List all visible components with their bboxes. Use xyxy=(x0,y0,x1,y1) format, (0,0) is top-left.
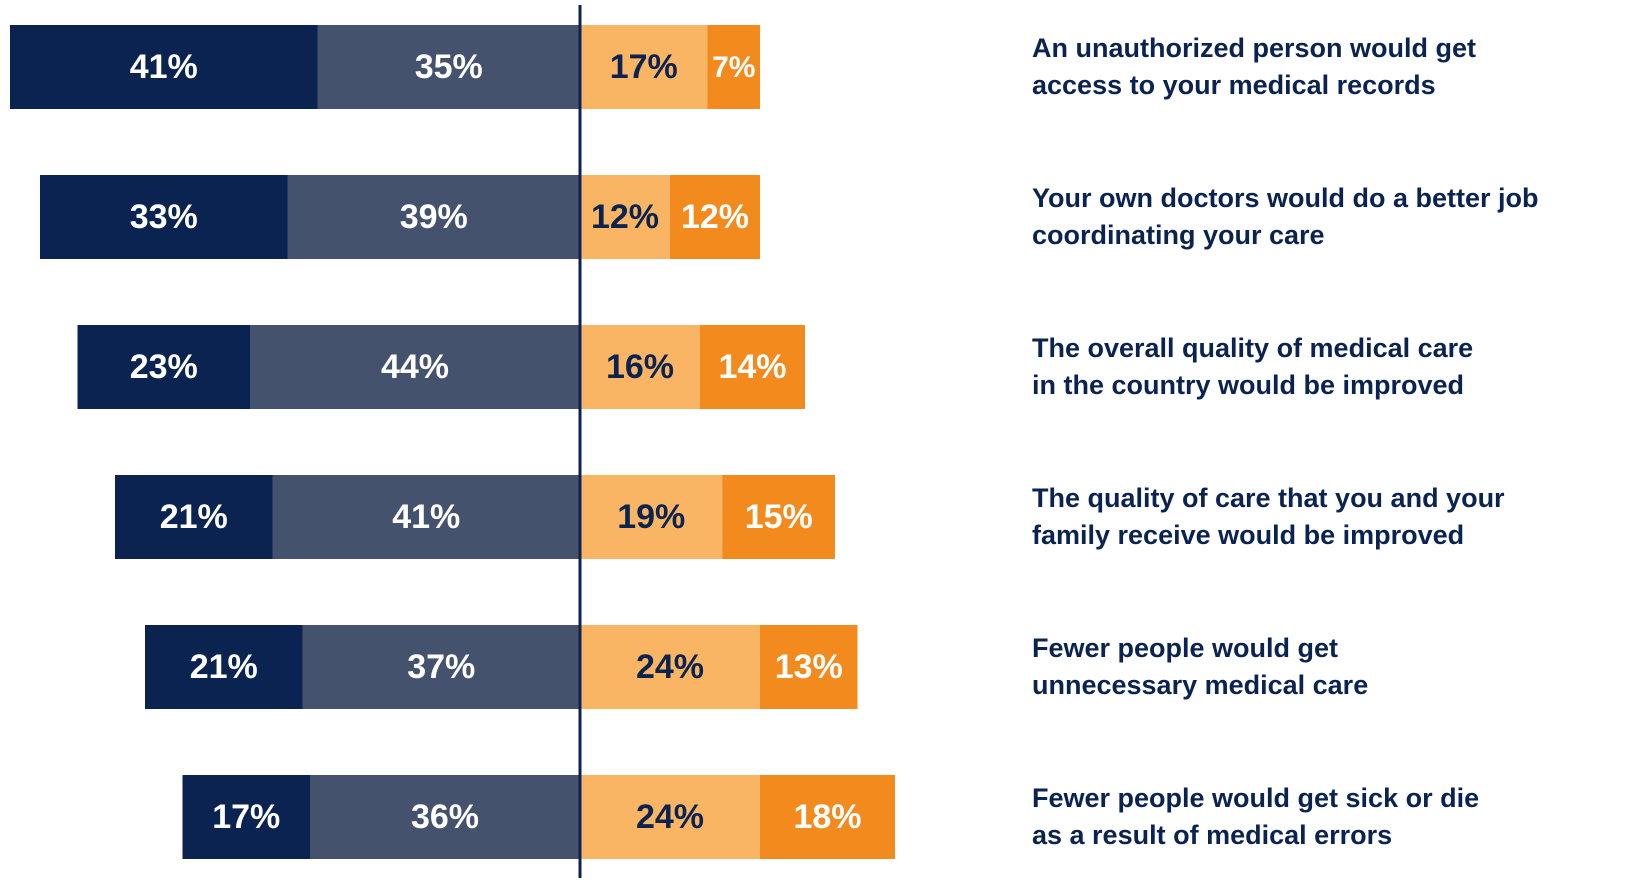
value-label: 7% xyxy=(712,51,755,84)
bar-segment xyxy=(40,175,288,259)
bar-segment xyxy=(115,475,273,559)
value-label: 17% xyxy=(610,48,678,86)
value-label: 39% xyxy=(400,198,468,236)
bar-segment xyxy=(580,25,708,109)
value-label: 17% xyxy=(212,798,280,836)
category-label: Fewer people would get unnecessary medic… xyxy=(1032,633,1369,700)
value-label: 23% xyxy=(130,348,198,386)
bar-segment xyxy=(580,175,670,259)
bar-segment xyxy=(302,625,580,709)
category-label: An unauthorized person would get access … xyxy=(1032,33,1476,100)
value-label: 12% xyxy=(591,198,659,236)
bar-segment xyxy=(670,175,760,259)
value-label: 36% xyxy=(411,798,479,836)
value-label: 24% xyxy=(636,798,704,836)
value-label: 44% xyxy=(381,348,449,386)
bar-segment xyxy=(580,325,700,409)
value-label: 12% xyxy=(681,198,749,236)
bar-segment xyxy=(580,475,723,559)
category-label: The overall quality of medical care in t… xyxy=(1032,333,1474,400)
bar-segment xyxy=(760,775,895,859)
value-label: 15% xyxy=(745,498,813,536)
bar-segment xyxy=(182,775,310,859)
bar-segment xyxy=(10,25,318,109)
category-label: Your own doctors would do a better job c… xyxy=(1032,183,1539,250)
bar-segment xyxy=(287,175,580,259)
value-label: 33% xyxy=(130,198,198,236)
bar-segment xyxy=(760,625,858,709)
category-label: Fewer people would get sick or die as a … xyxy=(1032,783,1480,850)
value-label: 21% xyxy=(160,498,228,536)
bar-segment xyxy=(145,625,303,709)
bar-segment xyxy=(580,625,760,709)
bar-segment xyxy=(310,775,580,859)
value-label: 14% xyxy=(718,348,786,386)
bar-segment xyxy=(707,25,760,109)
value-label: 19% xyxy=(617,498,685,536)
bar-segment xyxy=(77,325,250,409)
value-label: 16% xyxy=(606,348,674,386)
bar-segment xyxy=(272,475,580,559)
category-label: The quality of care that you and your fa… xyxy=(1032,483,1505,550)
value-label: 37% xyxy=(407,648,475,686)
bar-segment xyxy=(250,325,580,409)
bar-segment xyxy=(317,25,580,109)
value-label: 13% xyxy=(775,648,843,686)
bar-segment xyxy=(722,475,835,559)
value-label: 21% xyxy=(190,648,258,686)
bar-segment xyxy=(580,775,760,859)
value-label: 41% xyxy=(130,48,198,86)
value-label: 18% xyxy=(793,798,861,836)
value-label: 41% xyxy=(392,498,460,536)
value-label: 24% xyxy=(636,648,704,686)
bar-segment xyxy=(700,325,805,409)
value-label: 35% xyxy=(415,48,483,86)
